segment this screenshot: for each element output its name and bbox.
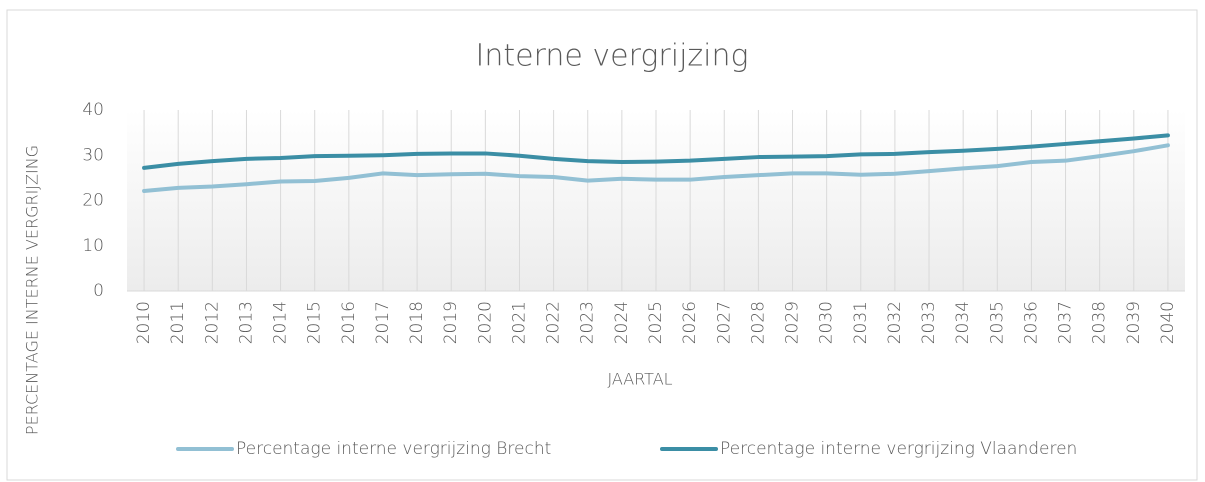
x-tick-label: 2033 [919, 301, 939, 344]
x-tick-label: 2027 [714, 301, 734, 344]
y-axis-title: PERCENTAGE INTERNE VERGRIJZING [23, 145, 42, 435]
data-line [142, 133, 1170, 170]
legend-label: Percentage interne vergrijzing Vlaandere… [720, 439, 1077, 459]
x-tick-label: 2017 [373, 301, 393, 344]
x-tick-label: 2039 [1124, 301, 1144, 344]
x-tick-label: 2014 [271, 301, 291, 344]
x-tick-label: 2018 [407, 301, 427, 344]
x-tick-label: 2030 [817, 301, 837, 344]
data-line [142, 143, 1170, 193]
x-tick-label: 2013 [236, 301, 256, 344]
x-tick-label: 2034 [953, 301, 973, 344]
y-tick-label: 30 [82, 145, 104, 165]
x-tick-label: 2010 [134, 301, 154, 344]
x-tick-label: 2023 [578, 301, 598, 344]
x-tick-label: 2035 [987, 301, 1007, 344]
x-axis-title: JAARTAL [607, 370, 672, 389]
x-tick-label: 2015 [305, 301, 325, 344]
x-tick-label: 2029 [783, 301, 803, 344]
x-tick-label: 2032 [885, 301, 905, 344]
x-tick-label: 2036 [1021, 301, 1041, 344]
x-tick-label: 2016 [339, 301, 359, 344]
x-tick-label: 2024 [612, 301, 632, 344]
x-tick-label: 2020 [475, 301, 495, 344]
x-tick-label: 2012 [202, 301, 222, 344]
x-tick-label: 2031 [851, 301, 871, 344]
x-tick-label: 2025 [646, 301, 666, 344]
x-tick-label: 2026 [680, 301, 700, 344]
x-tick-label: 2028 [748, 301, 768, 344]
x-tick-label: 2038 [1090, 301, 1110, 344]
x-tick-label: 2011 [168, 301, 188, 344]
x-tick-label: 2040 [1158, 301, 1178, 344]
y-tick-label: 10 [82, 236, 104, 256]
y-tick-label: 20 [82, 191, 104, 211]
x-tick-label: 2019 [441, 301, 461, 344]
x-tick-label: 2021 [509, 301, 529, 344]
chart-title: Interne vergrijzing [475, 39, 748, 74]
x-tick-label: 2037 [1056, 301, 1076, 344]
legend-label: Percentage interne vergrijzing Brecht [236, 439, 551, 459]
x-tick-label: 2022 [544, 301, 564, 344]
y-tick-label: 0 [93, 281, 104, 301]
y-tick-label: 40 [82, 100, 104, 120]
